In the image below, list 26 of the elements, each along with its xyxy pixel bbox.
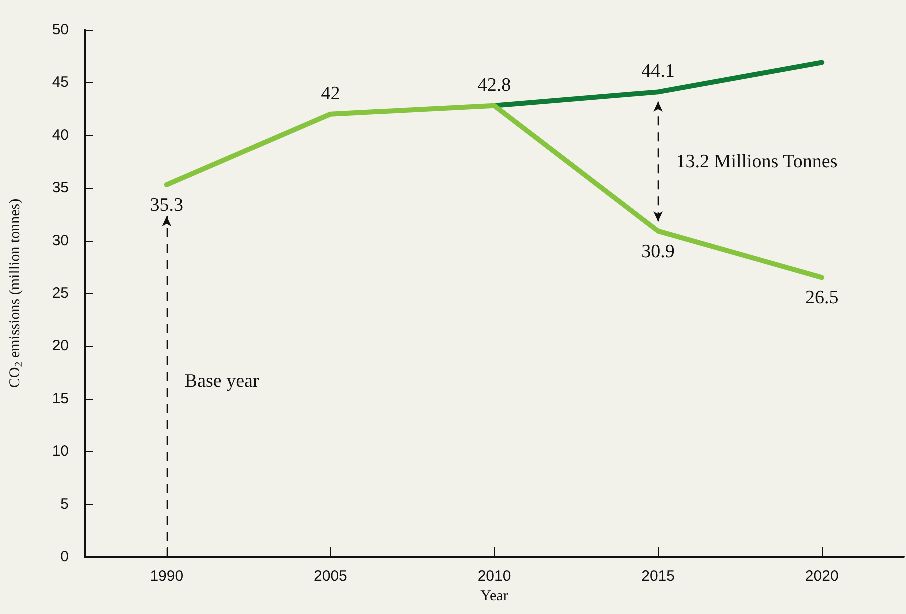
data-label: 42.8 [478,74,512,96]
x-tick-label: 2020 [805,568,839,585]
data-label: 35.3 [150,194,184,216]
x-tick-label: 2010 [478,568,512,585]
y-tick-label: 15 [52,390,69,408]
y-tick-label: 35 [52,180,69,197]
y-tick-label: 30 [52,232,69,250]
x-tick-label: 2015 [642,568,675,585]
data-label: 44.1 [642,61,675,82]
y-tick-label: 10 [52,443,69,460]
y-tick-label: 20 [52,338,69,355]
y-tick-label: 25 [52,285,69,302]
x-tick-label: 2005 [314,568,348,585]
y-tick-label: 50 [52,22,69,38]
y-tick-label: 40 [52,126,69,144]
x-axis-title: Year [480,588,508,604]
y-tick-label: 0 [60,548,69,566]
annotation: 13.2 Millions Tonnes [676,151,838,172]
y-tick-label: 5 [60,496,69,513]
data-label: 26.5 [805,288,839,309]
data-label: 42 [321,83,340,104]
annotation: Base year [184,371,260,392]
data-label: 30.9 [642,241,675,262]
y-axis-title: CO2 emissions (million tonnes) [8,198,26,388]
y-tick-label: 45 [52,74,69,92]
x-tick-label: 1990 [150,568,184,585]
